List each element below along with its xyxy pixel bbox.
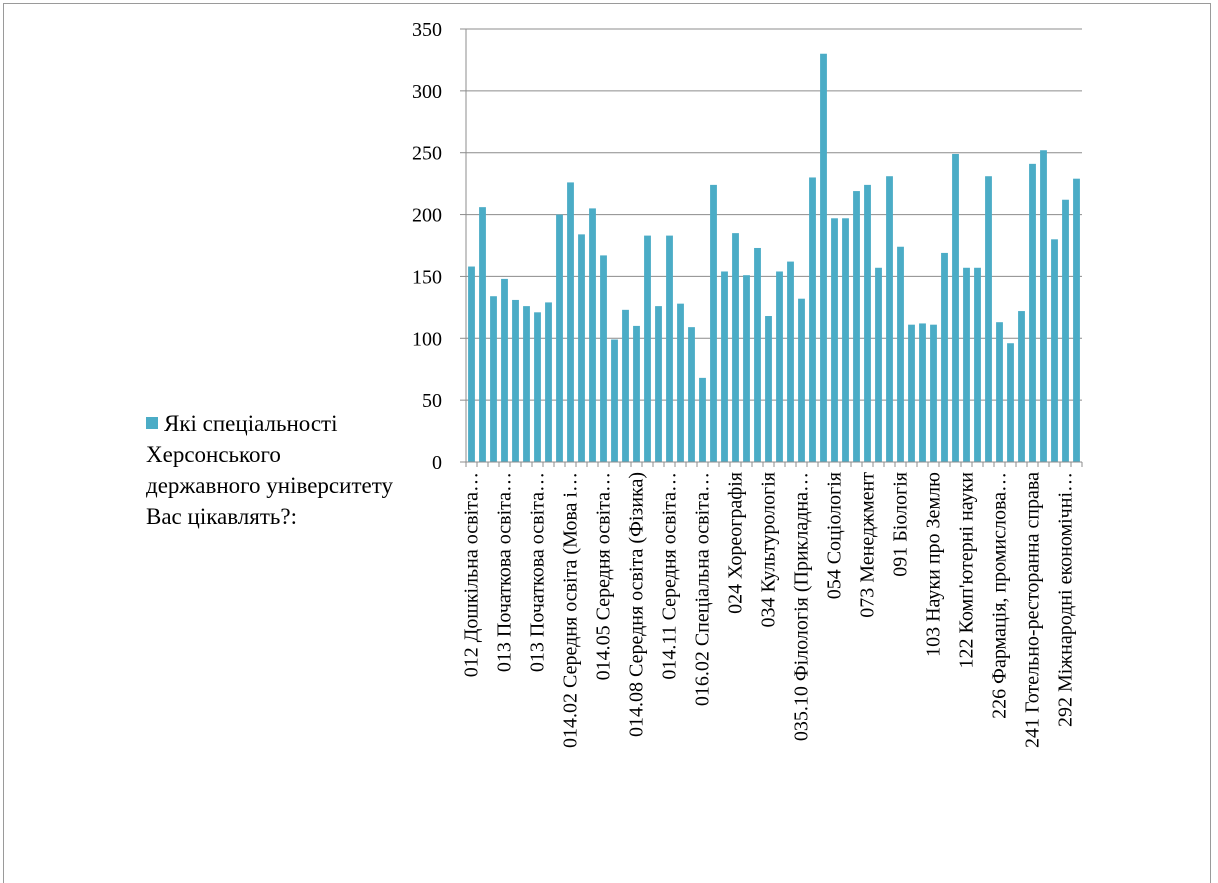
bar bbox=[567, 182, 574, 462]
x-tick-labels: 012 Дошкільна освіта… 013 Початкова освіт… bbox=[461, 472, 1077, 748]
bar bbox=[963, 267, 970, 462]
bar bbox=[798, 298, 805, 462]
bar bbox=[787, 261, 794, 462]
x-tick-label: 103 Науки про Землю bbox=[923, 472, 945, 657]
bar bbox=[1051, 239, 1058, 462]
bar bbox=[952, 153, 959, 462]
bar bbox=[897, 246, 904, 462]
x-tick-label: 014.08 Середня освіта (Фізика) bbox=[626, 472, 648, 737]
bar bbox=[1018, 311, 1025, 462]
legend: Які спеціальності Херсонського державног… bbox=[146, 408, 396, 532]
bar bbox=[985, 176, 992, 462]
axes bbox=[465, 29, 1083, 467]
bar bbox=[842, 218, 849, 462]
bar bbox=[765, 316, 772, 462]
bar bbox=[523, 306, 530, 462]
x-tick-label: 016.02 Спеціальна освіта… bbox=[692, 472, 714, 706]
y-tick-label: 0 bbox=[432, 452, 442, 474]
x-tick-label: 024 Хореографія bbox=[725, 472, 747, 614]
bar bbox=[1007, 343, 1014, 462]
bar bbox=[622, 309, 629, 462]
bar bbox=[732, 233, 739, 462]
x-tick-label: 014.11 Середня освіта… bbox=[659, 472, 681, 680]
legend-label: Які спеціальності Херсонського державног… bbox=[146, 411, 393, 529]
bar bbox=[556, 214, 563, 462]
x-tick-label: 014.02 Середня освіта (Мова і… bbox=[560, 472, 582, 748]
bar bbox=[611, 339, 618, 462]
x-tick-label: 091 Біологія bbox=[890, 472, 912, 577]
bar bbox=[490, 296, 497, 462]
bar bbox=[644, 235, 651, 462]
bar bbox=[919, 323, 926, 462]
bar bbox=[853, 191, 860, 462]
bar bbox=[996, 322, 1003, 462]
x-tick-label: 014.05 Середня освіта… bbox=[593, 472, 615, 680]
x-tick-label: 013 Початкова освіта… bbox=[527, 472, 549, 672]
bar bbox=[479, 207, 486, 462]
bar bbox=[699, 377, 706, 462]
bar bbox=[545, 302, 552, 462]
x-tick-label: 013 Початкова освіта… bbox=[494, 472, 516, 672]
bar bbox=[930, 324, 937, 462]
bar bbox=[589, 208, 596, 462]
y-tick-label: 250 bbox=[412, 143, 442, 165]
bar bbox=[512, 299, 519, 462]
bar bbox=[1062, 199, 1069, 463]
bar bbox=[886, 176, 893, 462]
bar bbox=[633, 325, 640, 462]
chart-frame bbox=[3, 3, 1211, 883]
x-tick-label: 226 Фармація, промислова… bbox=[989, 472, 1011, 719]
y-tick-labels: 0 50 100 150 200 250 300 350 bbox=[412, 19, 442, 474]
bar bbox=[1073, 178, 1080, 462]
bar bbox=[600, 255, 607, 462]
bar bbox=[1040, 150, 1047, 463]
bar bbox=[666, 235, 673, 462]
bar bbox=[688, 327, 695, 462]
bar bbox=[908, 324, 915, 462]
y-tick-label: 200 bbox=[412, 205, 442, 227]
bar bbox=[754, 247, 761, 462]
bar bbox=[655, 306, 662, 462]
bar bbox=[941, 252, 948, 462]
x-tick-label: 292 Міжнародні економічні… bbox=[1055, 472, 1077, 727]
x-tick-label: 241 Готельно-ресторанна справа bbox=[1022, 472, 1044, 748]
legend-swatch bbox=[146, 417, 158, 429]
bar bbox=[468, 266, 475, 462]
bar bbox=[776, 271, 783, 462]
bar bbox=[974, 267, 981, 462]
bar bbox=[534, 312, 541, 462]
bar bbox=[578, 234, 585, 462]
x-tick-label: 073 Менеджмент bbox=[857, 472, 879, 618]
x-tick-label: 122 Комп'ютерні науки bbox=[956, 472, 978, 669]
bar bbox=[501, 278, 508, 462]
y-tick-label: 100 bbox=[412, 328, 442, 350]
bar bbox=[831, 218, 838, 462]
bar bbox=[677, 303, 684, 462]
x-tick-label: 012 Дошкільна освіта… bbox=[461, 472, 483, 677]
y-tick-label: 50 bbox=[422, 390, 442, 412]
x-tick-label: 054 Соціологія bbox=[824, 472, 846, 599]
y-tick-label: 350 bbox=[412, 19, 442, 41]
bar bbox=[710, 184, 717, 462]
bar bbox=[743, 275, 750, 462]
x-tick-label: 035.10 Філологія (Прикладна… bbox=[791, 472, 813, 741]
y-tick-label: 300 bbox=[412, 81, 442, 103]
x-tick-label: 034 Культурологія bbox=[758, 472, 780, 627]
bar bbox=[875, 267, 882, 462]
bar bbox=[820, 53, 827, 463]
bar bbox=[721, 271, 728, 462]
bar bbox=[809, 177, 816, 462]
bar bbox=[1029, 163, 1036, 462]
y-tick-label: 150 bbox=[412, 266, 442, 288]
bar bbox=[864, 184, 871, 462]
bars bbox=[468, 53, 1080, 463]
